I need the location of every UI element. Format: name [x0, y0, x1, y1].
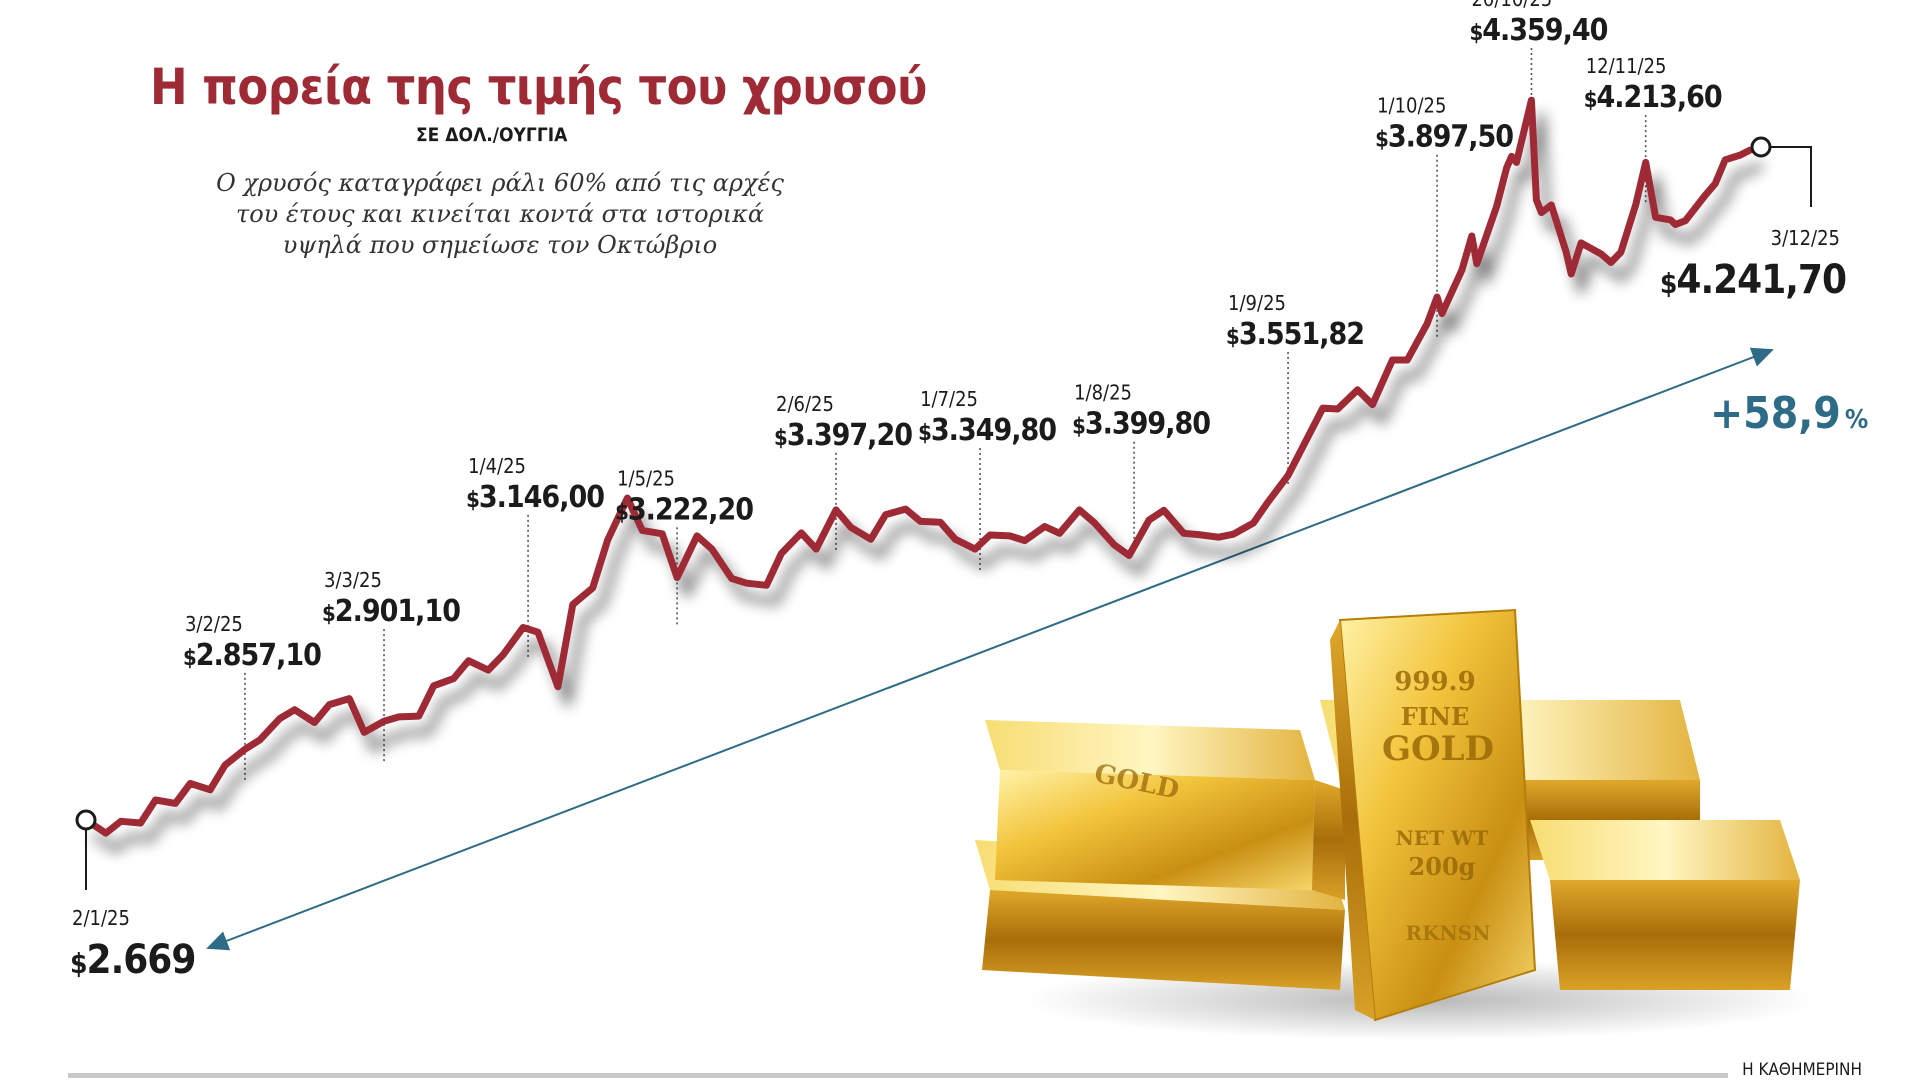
annotation-2-6-25: 2/6/25$3.397,20: [774, 392, 913, 453]
source-credit: Η ΚΑΘΗΜΕΡΙΝΗ: [1742, 1060, 1862, 1080]
svg-text:FINE: FINE: [1401, 702, 1470, 731]
annotation-date: 1/8/25: [1074, 381, 1132, 405]
annotation-date: 20/10/25: [1471, 0, 1552, 11]
annotation-price: $3.399,80: [1072, 407, 1210, 442]
trend-arrow: [206, 347, 1774, 951]
annotation-price: $3.222,20: [615, 492, 753, 527]
annotation-1-7-25: 1/7/25$3.349,80: [918, 387, 1057, 448]
gold-price-line: [82, 96, 1754, 837]
annotation-date: 1/10/25: [1377, 94, 1446, 118]
annotation-price: $3.146,00: [466, 480, 604, 515]
gold-bars-illustration: 999.9 FINE GOLD NET WT 200g RKNSN GOLD: [975, 608, 1820, 1040]
percent-change-label: +58,9%: [1710, 388, 1868, 439]
annotation-price: $3.349,80: [918, 413, 1056, 448]
annotation-date: 1/5/25: [617, 466, 675, 490]
annotation-date: 3/2/25: [185, 612, 243, 636]
annotation-1-9-25: 1/9/25$3.551,82: [1226, 291, 1365, 352]
annotation-date: 1/9/25: [1228, 291, 1286, 315]
annotation-price: $4.241,70: [1660, 257, 1846, 303]
annotation-date: 1/4/25: [468, 454, 526, 478]
annotation-price: $3.551,82: [1226, 317, 1364, 352]
annotation-price: $2.669: [70, 937, 195, 983]
svg-text:200g: 200g: [1409, 852, 1476, 881]
chart-description: Ο χρυσός καταγράφει ράλι 60% από τις αρχ…: [216, 169, 784, 259]
annotation-3-3-25: 3/3/25$2.901,10: [322, 568, 461, 629]
annotation-1-10-25: 1/10/25$3.897,50: [1375, 94, 1514, 155]
annotation-price: $3.397,20: [774, 418, 912, 453]
svg-text:999.9: 999.9: [1394, 667, 1475, 697]
price-annotations: 2/1/25$2.6693/2/25$2.857,103/3/25$2.901,…: [70, 0, 1847, 983]
endpoint-marker: [1750, 136, 1772, 158]
annotation-12-11-25: 12/11/25$4.213,60: [1584, 54, 1723, 115]
annotation-date: 12/11/25: [1586, 54, 1667, 78]
annotation-3-12-25: 3/12/25 $4.241,70: [1660, 136, 1847, 303]
chart-title: Η πορεία της τιμής του χρυσού: [150, 58, 927, 116]
svg-text:GOLD: GOLD: [1382, 729, 1494, 769]
annotation-date: 3/12/25: [1771, 226, 1840, 250]
annotation-price: $4.359,40: [1469, 13, 1607, 48]
annotation-date: 2/1/25: [72, 906, 130, 930]
annotation-date: 1/7/25: [920, 387, 978, 411]
annotation-1-8-25: 1/8/25$3.399,80: [1072, 381, 1211, 442]
annotation-3-2-25: 3/2/25$2.857,10: [183, 612, 322, 673]
annotation-1-4-25: 1/4/25$3.146,00: [466, 454, 605, 515]
chart-unit-subtitle: ΣΕ ΔΟΛ./ΟΥΓΓΙΑ: [416, 124, 568, 146]
svg-text:RKNSN: RKNSN: [1405, 921, 1490, 945]
annotation-price: $2.901,10: [322, 594, 460, 629]
annotation-20-10-25: 20/10/25 $4.359,40: [1469, 0, 1608, 48]
endpoint-marker: [75, 809, 97, 831]
annotation-2-1-25: 2/1/25 $2.669: [70, 809, 196, 983]
annotation-date: 3/3/25: [324, 568, 382, 592]
endpoint-leader: [1770, 146, 1812, 207]
annotation-1-5-25: 1/5/25$3.222,20: [615, 466, 754, 527]
annotation-price: $3.897,50: [1375, 120, 1513, 155]
annotation-price: $2.857,10: [183, 638, 321, 673]
svg-text:NET WT: NET WT: [1396, 826, 1489, 850]
footer-rule: [68, 1073, 1728, 1078]
annotation-date: 2/6/25: [776, 392, 834, 416]
annotation-price: $4.213,60: [1584, 80, 1722, 115]
gold-price-series: [82, 96, 1754, 837]
